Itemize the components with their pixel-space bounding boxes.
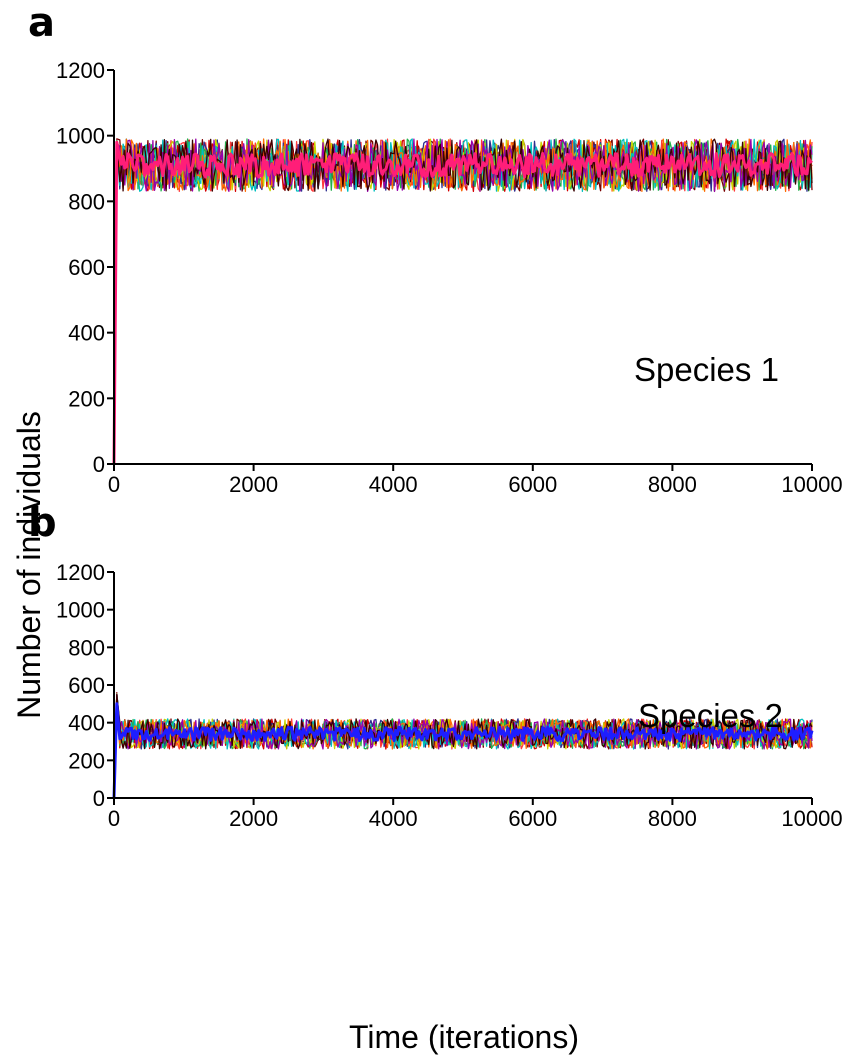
x-tick-label: 6000 <box>508 806 557 831</box>
x-tick-label: 8000 <box>648 472 697 497</box>
y-tick-label: 800 <box>68 189 105 214</box>
y-tick-label: 400 <box>68 711 105 736</box>
x-tick-label: 10000 <box>781 806 842 831</box>
x-axis-title: Time (iterations) <box>349 1019 579 1055</box>
x-tick-label: 6000 <box>508 472 557 497</box>
x-tick-label: 8000 <box>648 806 697 831</box>
x-tick-label: 10000 <box>781 472 842 497</box>
y-tick-label: 1200 <box>56 58 105 83</box>
panel-b: b 0 200 400 600 800 1000 1200 0 2000 4000 6000 8000… <box>28 500 843 831</box>
x-tick-label: 2000 <box>229 472 278 497</box>
x-tick-label: 4000 <box>369 806 418 831</box>
panel-b-label: b <box>28 500 57 546</box>
y-tick-label: 800 <box>68 635 105 660</box>
mean-series-line <box>112 140 813 465</box>
y-tick-label: 1000 <box>56 598 105 623</box>
y-axis-title: Number of individuals <box>11 411 47 719</box>
panel-b-species-label: Species 2 <box>638 697 783 734</box>
y-tick-label: 200 <box>68 386 105 411</box>
x-tick-label: 0 <box>108 472 120 497</box>
panel-a: a 0 200 400 600 800 1000 1200 0 2000 4000 6000 8000… <box>28 0 843 497</box>
y-tick-label: 600 <box>68 673 105 698</box>
y-tick-label: 0 <box>93 452 105 477</box>
panel-a-plot: 0 200 400 600 800 1000 1200 0 2000 4000 6000 8000 10… <box>56 58 843 497</box>
y-tick-label: 200 <box>68 748 105 773</box>
panel-a-species-label: Species 1 <box>634 351 779 388</box>
x-tick-label: 2000 <box>229 806 278 831</box>
x-tick-label: 4000 <box>369 472 418 497</box>
y-tick-label: 1200 <box>56 560 105 585</box>
panel-b-plot: 0 200 400 600 800 1000 1200 0 2000 4000 6000 8000 10… <box>56 560 843 831</box>
y-tick-label: 600 <box>68 255 105 280</box>
series-line <box>113 693 813 799</box>
panel-a-label: a <box>28 0 55 46</box>
mean-series-line <box>112 702 814 799</box>
y-tick-label: 400 <box>68 321 105 346</box>
y-tick-label: 0 <box>93 786 105 811</box>
x-tick-label: 0 <box>108 806 120 831</box>
y-tick-label: 1000 <box>56 124 105 149</box>
series-line <box>113 138 813 465</box>
